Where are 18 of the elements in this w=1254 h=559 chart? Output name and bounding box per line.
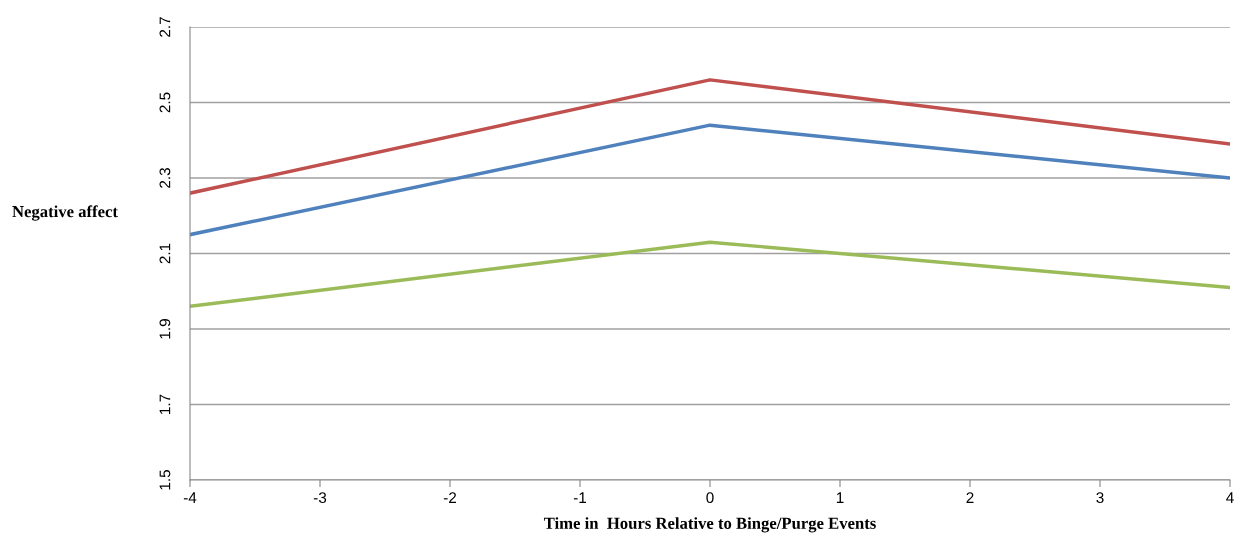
x-tick-label: -4: [183, 492, 197, 503]
x-tick-label: -1: [573, 492, 587, 503]
y-tick-label: 2.3: [159, 168, 171, 188]
x-tick-label: 2: [966, 492, 974, 503]
x-tick-label: 3: [1096, 492, 1104, 504]
y-tick-label: 1.5: [159, 470, 171, 490]
x-tick-label: 1: [836, 492, 844, 503]
x-axis-title: Time in Hours Relative to Binge/Purge Events: [543, 517, 876, 533]
x-tick-label: 4: [1226, 492, 1234, 503]
y-tick-label: 1.7: [159, 394, 171, 414]
y-tick-label: 2.5: [159, 92, 171, 113]
y-tick-label: 1.9: [159, 319, 171, 339]
y-axis-title: Negative affect: [12, 205, 118, 221]
x-tick-label: -2: [443, 492, 457, 503]
y-tick-label: 2.7: [159, 17, 171, 37]
x-tick-label: 0: [706, 492, 714, 504]
y-tick-label: 2.1: [159, 243, 171, 264]
x-tick-label: -3: [313, 492, 327, 504]
